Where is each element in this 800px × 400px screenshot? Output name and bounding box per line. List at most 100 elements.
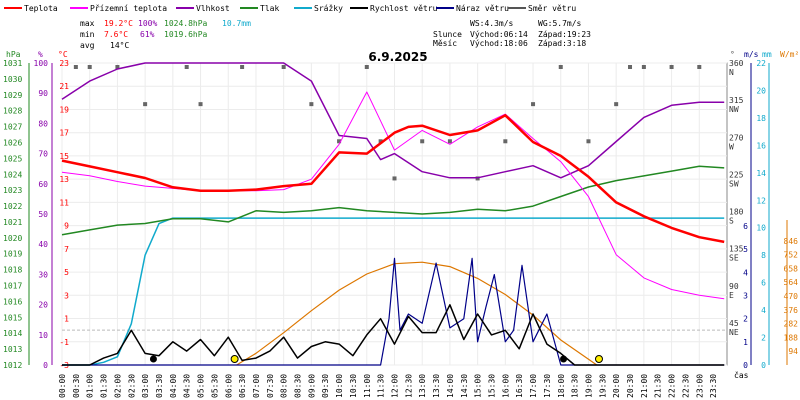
x-tick-label: 11:00 bbox=[363, 374, 372, 398]
precip-axis-tick: 0 bbox=[761, 361, 766, 370]
x-tick-label: 13:30 bbox=[432, 374, 441, 398]
temp-axis-tick: 19 bbox=[59, 105, 69, 114]
x-tick-label: 11:30 bbox=[377, 374, 386, 398]
stats-min-humidity: 61% bbox=[140, 30, 155, 39]
direction-axis-tick: 90 bbox=[729, 282, 739, 291]
wind-direction-point bbox=[87, 65, 92, 69]
radiation-axis-tick: 752 bbox=[784, 251, 799, 260]
legend-precipitation: Srážky bbox=[314, 4, 343, 13]
axis-unit-degree: ° bbox=[730, 50, 735, 59]
pressure-axis-tick: 1016 bbox=[3, 297, 22, 306]
stats-sun-label: Slunce bbox=[433, 30, 462, 39]
wind-direction-point bbox=[337, 139, 342, 144]
chart-title: 6.9.2025 bbox=[368, 50, 427, 64]
radiation-axis-tick: 188 bbox=[784, 333, 799, 342]
stats-max-humidity: 100% bbox=[138, 19, 157, 28]
x-tick-label: 15:30 bbox=[487, 374, 496, 398]
x-tick-label: 18:30 bbox=[571, 374, 580, 398]
wind-direction-point bbox=[641, 65, 646, 69]
legend-temperature: Teplota bbox=[24, 4, 58, 13]
temp-axis-tick: 5 bbox=[64, 268, 69, 277]
wind-direction-point bbox=[115, 65, 120, 69]
x-tick-label: 22:00 bbox=[668, 374, 677, 398]
radiation-axis-tick: 658 bbox=[784, 264, 799, 273]
x-tick-label: 14:00 bbox=[446, 374, 455, 398]
x-tick-label: 01:00 bbox=[86, 374, 95, 398]
wind-axis-tick: 6 bbox=[743, 222, 748, 231]
precip-axis-tick: 2 bbox=[761, 334, 766, 343]
temp-axis-tick: 7 bbox=[64, 245, 69, 254]
wind-axis-tick: 2 bbox=[743, 315, 748, 324]
wind-direction-point bbox=[697, 65, 702, 69]
precip-axis-tick: 6 bbox=[761, 279, 766, 288]
x-tick-label: 07:00 bbox=[252, 374, 261, 398]
wind-axis-tick: 5 bbox=[743, 245, 748, 254]
series-temperature bbox=[61, 114, 725, 244]
direction-axis-label: W bbox=[729, 142, 734, 151]
stats-moon-rise: Východ:18:06 bbox=[470, 39, 528, 48]
temp-axis-tick: 21 bbox=[59, 82, 69, 91]
humidity-axis-tick: 0 bbox=[43, 361, 48, 370]
wind-direction-point bbox=[73, 65, 78, 69]
pressure-axis-tick: 1025 bbox=[3, 154, 22, 163]
pressure-axis-tick: 1027 bbox=[3, 123, 22, 132]
x-tick-label: 03:30 bbox=[155, 374, 164, 398]
x-tick-label: 02:30 bbox=[127, 374, 136, 398]
x-tick-label: 23:30 bbox=[709, 374, 718, 398]
moon-marker bbox=[560, 355, 568, 363]
wind-direction-point bbox=[309, 102, 314, 107]
legend-ground-temperature: Přízemní teplota bbox=[90, 4, 167, 13]
pressure-axis-tick: 1014 bbox=[3, 329, 22, 338]
x-tick-label: 15:00 bbox=[474, 374, 483, 398]
legend-pressure: Tlak bbox=[260, 4, 279, 13]
axis-unit-hpa: hPa bbox=[6, 50, 21, 59]
direction-axis-tick: 270 bbox=[729, 133, 744, 142]
wind-axis-tick: 4 bbox=[743, 268, 748, 277]
axis-unit-wm2: W/m² bbox=[780, 50, 799, 59]
pressure-axis-tick: 1030 bbox=[3, 75, 22, 84]
x-tick-label: 23:00 bbox=[695, 374, 704, 398]
precip-axis-tick: 10 bbox=[756, 224, 766, 233]
legend: Teplota Přízemní teplota Vlhkost Tlak Sr… bbox=[4, 4, 576, 13]
pressure-axis-tick: 1028 bbox=[3, 107, 22, 116]
series-wind-speed bbox=[62, 304, 725, 366]
direction-axis-label: S bbox=[729, 217, 734, 226]
legend-humidity: Vlhkost bbox=[196, 4, 230, 13]
x-tick-label: 12:30 bbox=[404, 374, 413, 398]
x-tick-label: 09:30 bbox=[321, 374, 330, 398]
x-tick-label: 14:30 bbox=[460, 374, 469, 398]
wind-direction-point bbox=[198, 102, 203, 107]
precip-axis-tick: 12 bbox=[756, 196, 766, 205]
pressure-axis-tick: 1018 bbox=[3, 266, 22, 275]
stats-sun-set: Západ:19:23 bbox=[538, 30, 591, 39]
wind-axis-tick: 1 bbox=[743, 338, 748, 347]
sun-moon-markers bbox=[149, 355, 603, 363]
stats-moon-set: Západ:3:18 bbox=[538, 39, 586, 48]
direction-axis-tick: 45 bbox=[729, 319, 739, 328]
axis-time-label: čas bbox=[734, 370, 749, 380]
direction-axis-label: NW bbox=[729, 105, 739, 114]
pressure-axis-tick: 1021 bbox=[3, 218, 22, 227]
radiation-axis-tick: 470 bbox=[784, 292, 799, 301]
pressure-axis-tick: 1026 bbox=[3, 138, 22, 147]
sun-marker bbox=[230, 355, 239, 363]
x-tick-label: 09:00 bbox=[307, 374, 316, 398]
x-tick-label: 12:00 bbox=[391, 374, 400, 398]
x-tick-label: 21:00 bbox=[640, 374, 649, 398]
humidity-axis-tick: 50 bbox=[38, 210, 48, 219]
pressure-axis-tick: 1022 bbox=[3, 202, 22, 211]
direction-axis-label: N bbox=[729, 68, 734, 77]
wind-direction-point bbox=[364, 65, 369, 69]
stats-precip-total: 10.7mm bbox=[222, 19, 251, 28]
precip-axis-tick: 20 bbox=[756, 86, 766, 95]
x-tick-label: 06:30 bbox=[238, 374, 247, 398]
x-tick-label: 01:30 bbox=[100, 374, 109, 398]
precip-axis-tick: 8 bbox=[761, 251, 766, 260]
x-tick-label: 04:30 bbox=[183, 374, 192, 398]
direction-axis-tick: 135 bbox=[729, 245, 744, 254]
temp-axis-tick: 13 bbox=[59, 175, 69, 184]
pressure-axis-tick: 1024 bbox=[3, 170, 22, 179]
stats-min-temp: 7.6°C bbox=[104, 30, 128, 39]
x-tick-label: 06:00 bbox=[224, 374, 233, 398]
wind-direction-point bbox=[669, 65, 674, 69]
